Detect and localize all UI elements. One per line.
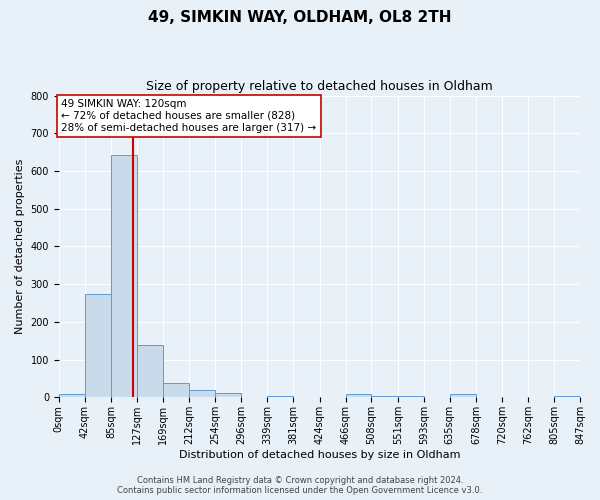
Text: 49, SIMKIN WAY, OLDHAM, OL8 2TH: 49, SIMKIN WAY, OLDHAM, OL8 2TH (148, 10, 452, 25)
Title: Size of property relative to detached houses in Oldham: Size of property relative to detached ho… (146, 80, 493, 93)
Bar (215, 392, 241, 398)
Bar (59, 394, 85, 398)
Bar (111, 155, 137, 398)
Text: Contains HM Land Registry data © Crown copyright and database right 2024.
Contai: Contains HM Land Registry data © Crown c… (118, 476, 482, 495)
Bar (398, 396, 424, 398)
Y-axis label: Number of detached properties: Number of detached properties (15, 159, 25, 334)
Text: 49 SIMKIN WAY: 120sqm
← 72% of detached houses are smaller (828)
28% of semi-det: 49 SIMKIN WAY: 120sqm ← 72% of detached … (61, 100, 316, 132)
X-axis label: Distribution of detached houses by size in Oldham: Distribution of detached houses by size … (179, 450, 460, 460)
Bar (554, 396, 580, 398)
Bar (189, 390, 215, 398)
Bar (371, 396, 398, 398)
Bar (137, 344, 163, 398)
Bar (85, 294, 111, 398)
Bar (163, 384, 189, 398)
Bar (346, 394, 371, 398)
Bar (268, 396, 293, 398)
Bar (449, 394, 476, 398)
